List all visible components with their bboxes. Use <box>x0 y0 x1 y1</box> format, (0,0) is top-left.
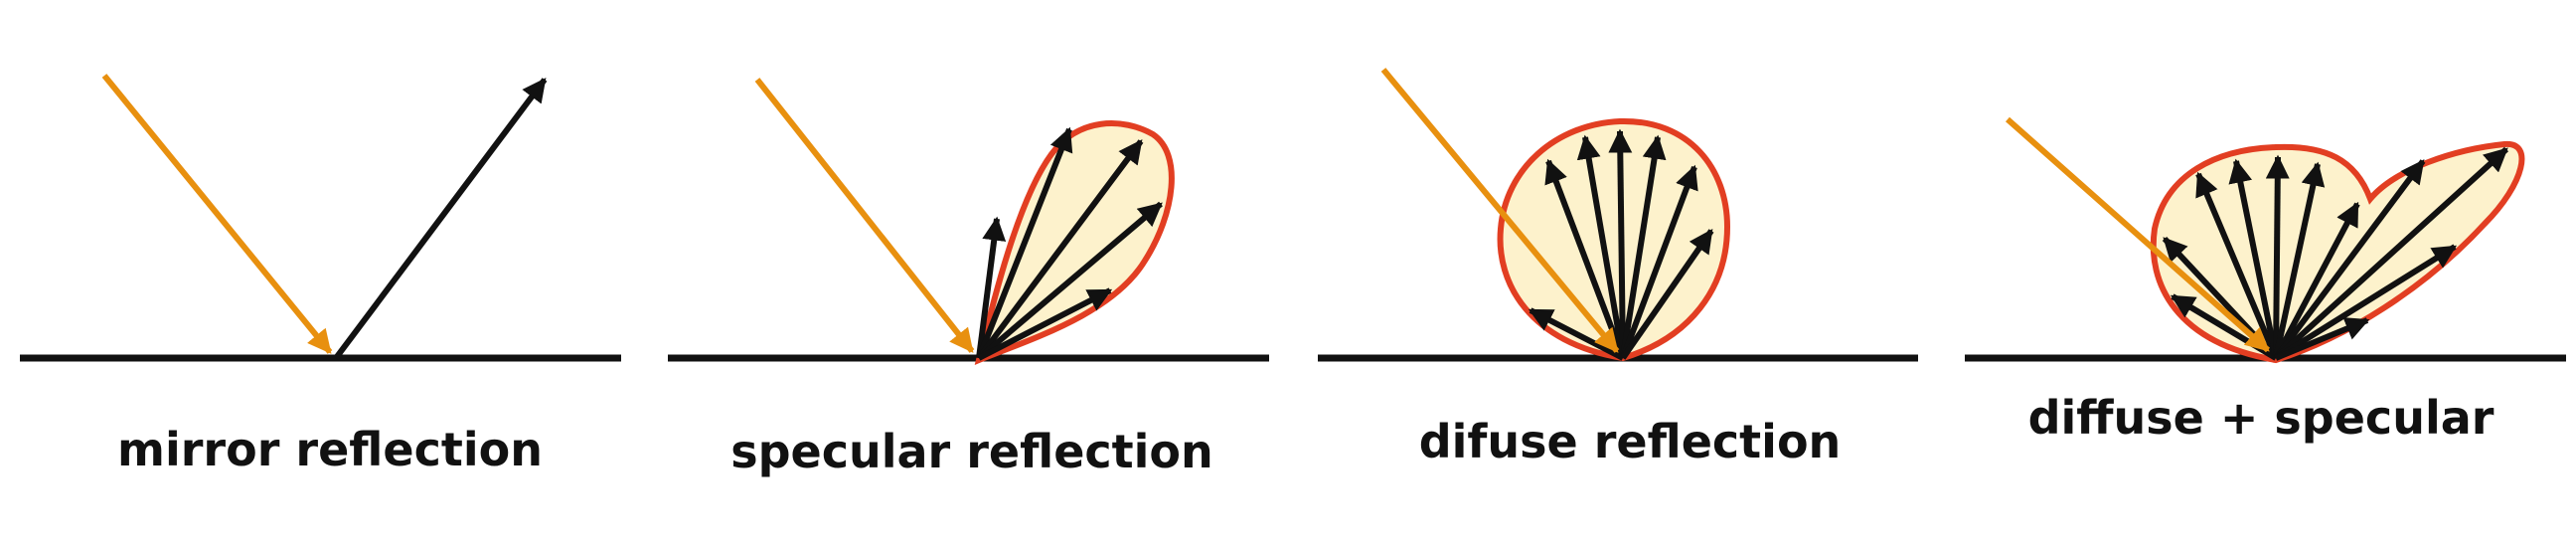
diffuse-lobe <box>1497 117 1731 362</box>
reflected-ray <box>2274 317 2370 361</box>
reflected-ray <box>1544 158 1626 360</box>
reflected-ray <box>333 78 548 360</box>
reflected-rays <box>1528 128 1714 361</box>
reflected-ray <box>2265 154 2290 359</box>
reflected-ray <box>2273 159 2426 360</box>
reflected-ray <box>976 126 1073 360</box>
reflected-ray <box>1608 128 1633 359</box>
panel-specular-reflection: specular reflection <box>668 78 1269 478</box>
caption-mirror-reflection: mirror reflection <box>117 423 543 476</box>
combined-lobe <box>2150 140 2525 364</box>
caption-diffuse-reflection: difuse reflection <box>1419 415 1842 468</box>
panel-diffuse-reflection: difuse reflection <box>1318 68 1918 468</box>
reflected-ray <box>2273 146 2509 361</box>
reflected-ray <box>1620 229 1714 360</box>
reflected-ray <box>976 216 1007 359</box>
incident-ray <box>754 78 975 353</box>
reflected-ray <box>977 201 1163 361</box>
reflected-ray <box>2273 201 2360 360</box>
reflected-rays <box>976 126 1163 361</box>
reflected-ray <box>2228 158 2279 359</box>
reflected-ray <box>1620 164 1698 360</box>
reflected-ray <box>1620 134 1667 359</box>
reflected-ray <box>977 287 1113 361</box>
reflected-ray <box>1576 134 1626 359</box>
incident-ray <box>1380 68 1620 353</box>
panel-diffuse-plus-specular: diffuse + specular <box>1965 116 2566 445</box>
reflected-ray <box>2273 161 2326 359</box>
panel-mirror-reflection: mirror reflection <box>20 74 621 476</box>
reflected-ray <box>2274 244 2458 361</box>
caption-specular-reflection: specular reflection <box>730 425 1213 478</box>
caption-diffuse-plus-specular: diffuse + specular <box>2028 391 2495 445</box>
specular-lobe <box>974 120 1175 365</box>
reflected-ray <box>976 139 1144 360</box>
incident-ray <box>101 74 333 354</box>
incident-ray <box>2006 116 2270 353</box>
